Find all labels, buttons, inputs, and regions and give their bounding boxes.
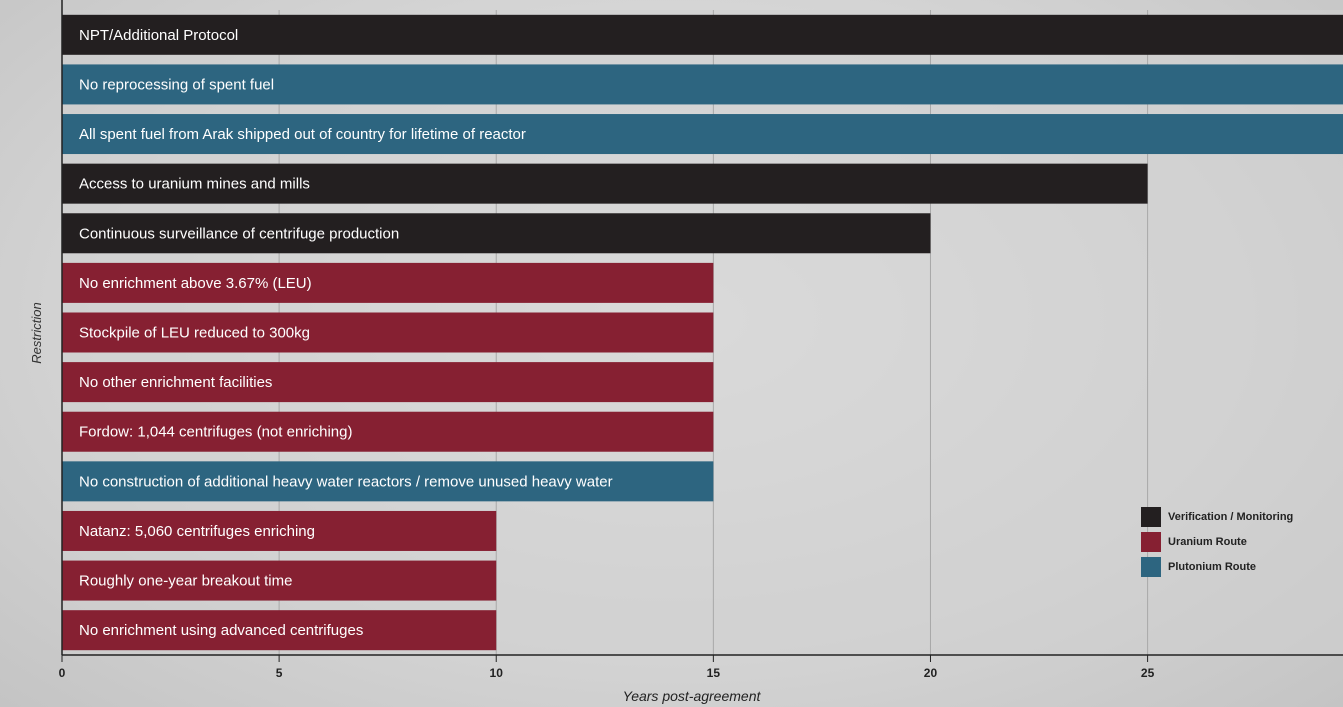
bar-label-2: No reprocessing of spent fuel xyxy=(79,76,274,93)
bar-label-4: Access to uranium mines and mills xyxy=(79,176,310,193)
bar-13 xyxy=(62,610,497,651)
legend-item-uranium: Uranium Route xyxy=(1141,530,1293,553)
x-tick-label-25: 25 xyxy=(1141,666,1155,680)
bar-9 xyxy=(62,411,714,452)
bar-7 xyxy=(62,312,714,353)
bar-12 xyxy=(62,560,497,601)
bar-2 xyxy=(62,64,1343,105)
legend-label-uranium: Uranium Route xyxy=(1168,535,1247,548)
bar-11 xyxy=(62,510,497,551)
legend-label-plutonium: Plutonium Route xyxy=(1168,560,1256,573)
x-tick-label-20: 20 xyxy=(924,666,938,680)
bar-label-13: No enrichment using advanced centrifuges xyxy=(79,622,363,639)
x-tick-label-10: 10 xyxy=(490,666,504,680)
legend-swatch-plutonium xyxy=(1141,556,1161,577)
bar-label-1: NPT/Additional Protocol xyxy=(79,27,238,44)
bar-8 xyxy=(62,362,714,403)
bar-label-10: No construction of additional heavy wate… xyxy=(79,473,613,490)
bar-label-12: Roughly one-year breakout time xyxy=(79,573,292,590)
y-axis-label: Restriction xyxy=(29,302,45,364)
bar-label-5: Continuous surveillance of centrifuge pr… xyxy=(79,225,399,242)
bar-5 xyxy=(62,213,931,254)
bar-label-7: Stockpile of LEU reduced to 300kg xyxy=(79,325,310,342)
bar-label-6: No enrichment above 3.67% (LEU) xyxy=(79,275,312,292)
bar-3 xyxy=(62,114,1343,155)
bar-1 xyxy=(62,14,1343,55)
legend-item-verification: Verification / Monitoring xyxy=(1141,505,1293,528)
x-tick-label-5: 5 xyxy=(276,666,283,680)
bar-6 xyxy=(62,262,714,303)
legend: Verification / Monitoring Uranium Route … xyxy=(1141,505,1293,580)
x-tick-label-15: 15 xyxy=(707,666,721,680)
bar-4 xyxy=(62,163,1148,204)
bar-label-9: Fordow: 1,044 centrifuges (not enriching… xyxy=(79,424,352,441)
x-axis-label: Years post-agreement xyxy=(622,688,761,704)
bar-label-3: All spent fuel from Arak shipped out of … xyxy=(79,126,526,143)
legend-label-verification: Verification / Monitoring xyxy=(1168,510,1294,523)
legend-swatch-verification xyxy=(1141,506,1161,527)
x-tick-label-0: 0 xyxy=(59,666,66,680)
legend-item-plutonium: Plutonium Route xyxy=(1141,555,1293,578)
legend-swatch-uranium xyxy=(1141,531,1161,552)
bar-label-11: Natanz: 5,060 centrifuges enriching xyxy=(79,523,315,540)
bar-10 xyxy=(62,461,714,502)
bar-label-8: No other enrichment facilities xyxy=(79,374,272,391)
